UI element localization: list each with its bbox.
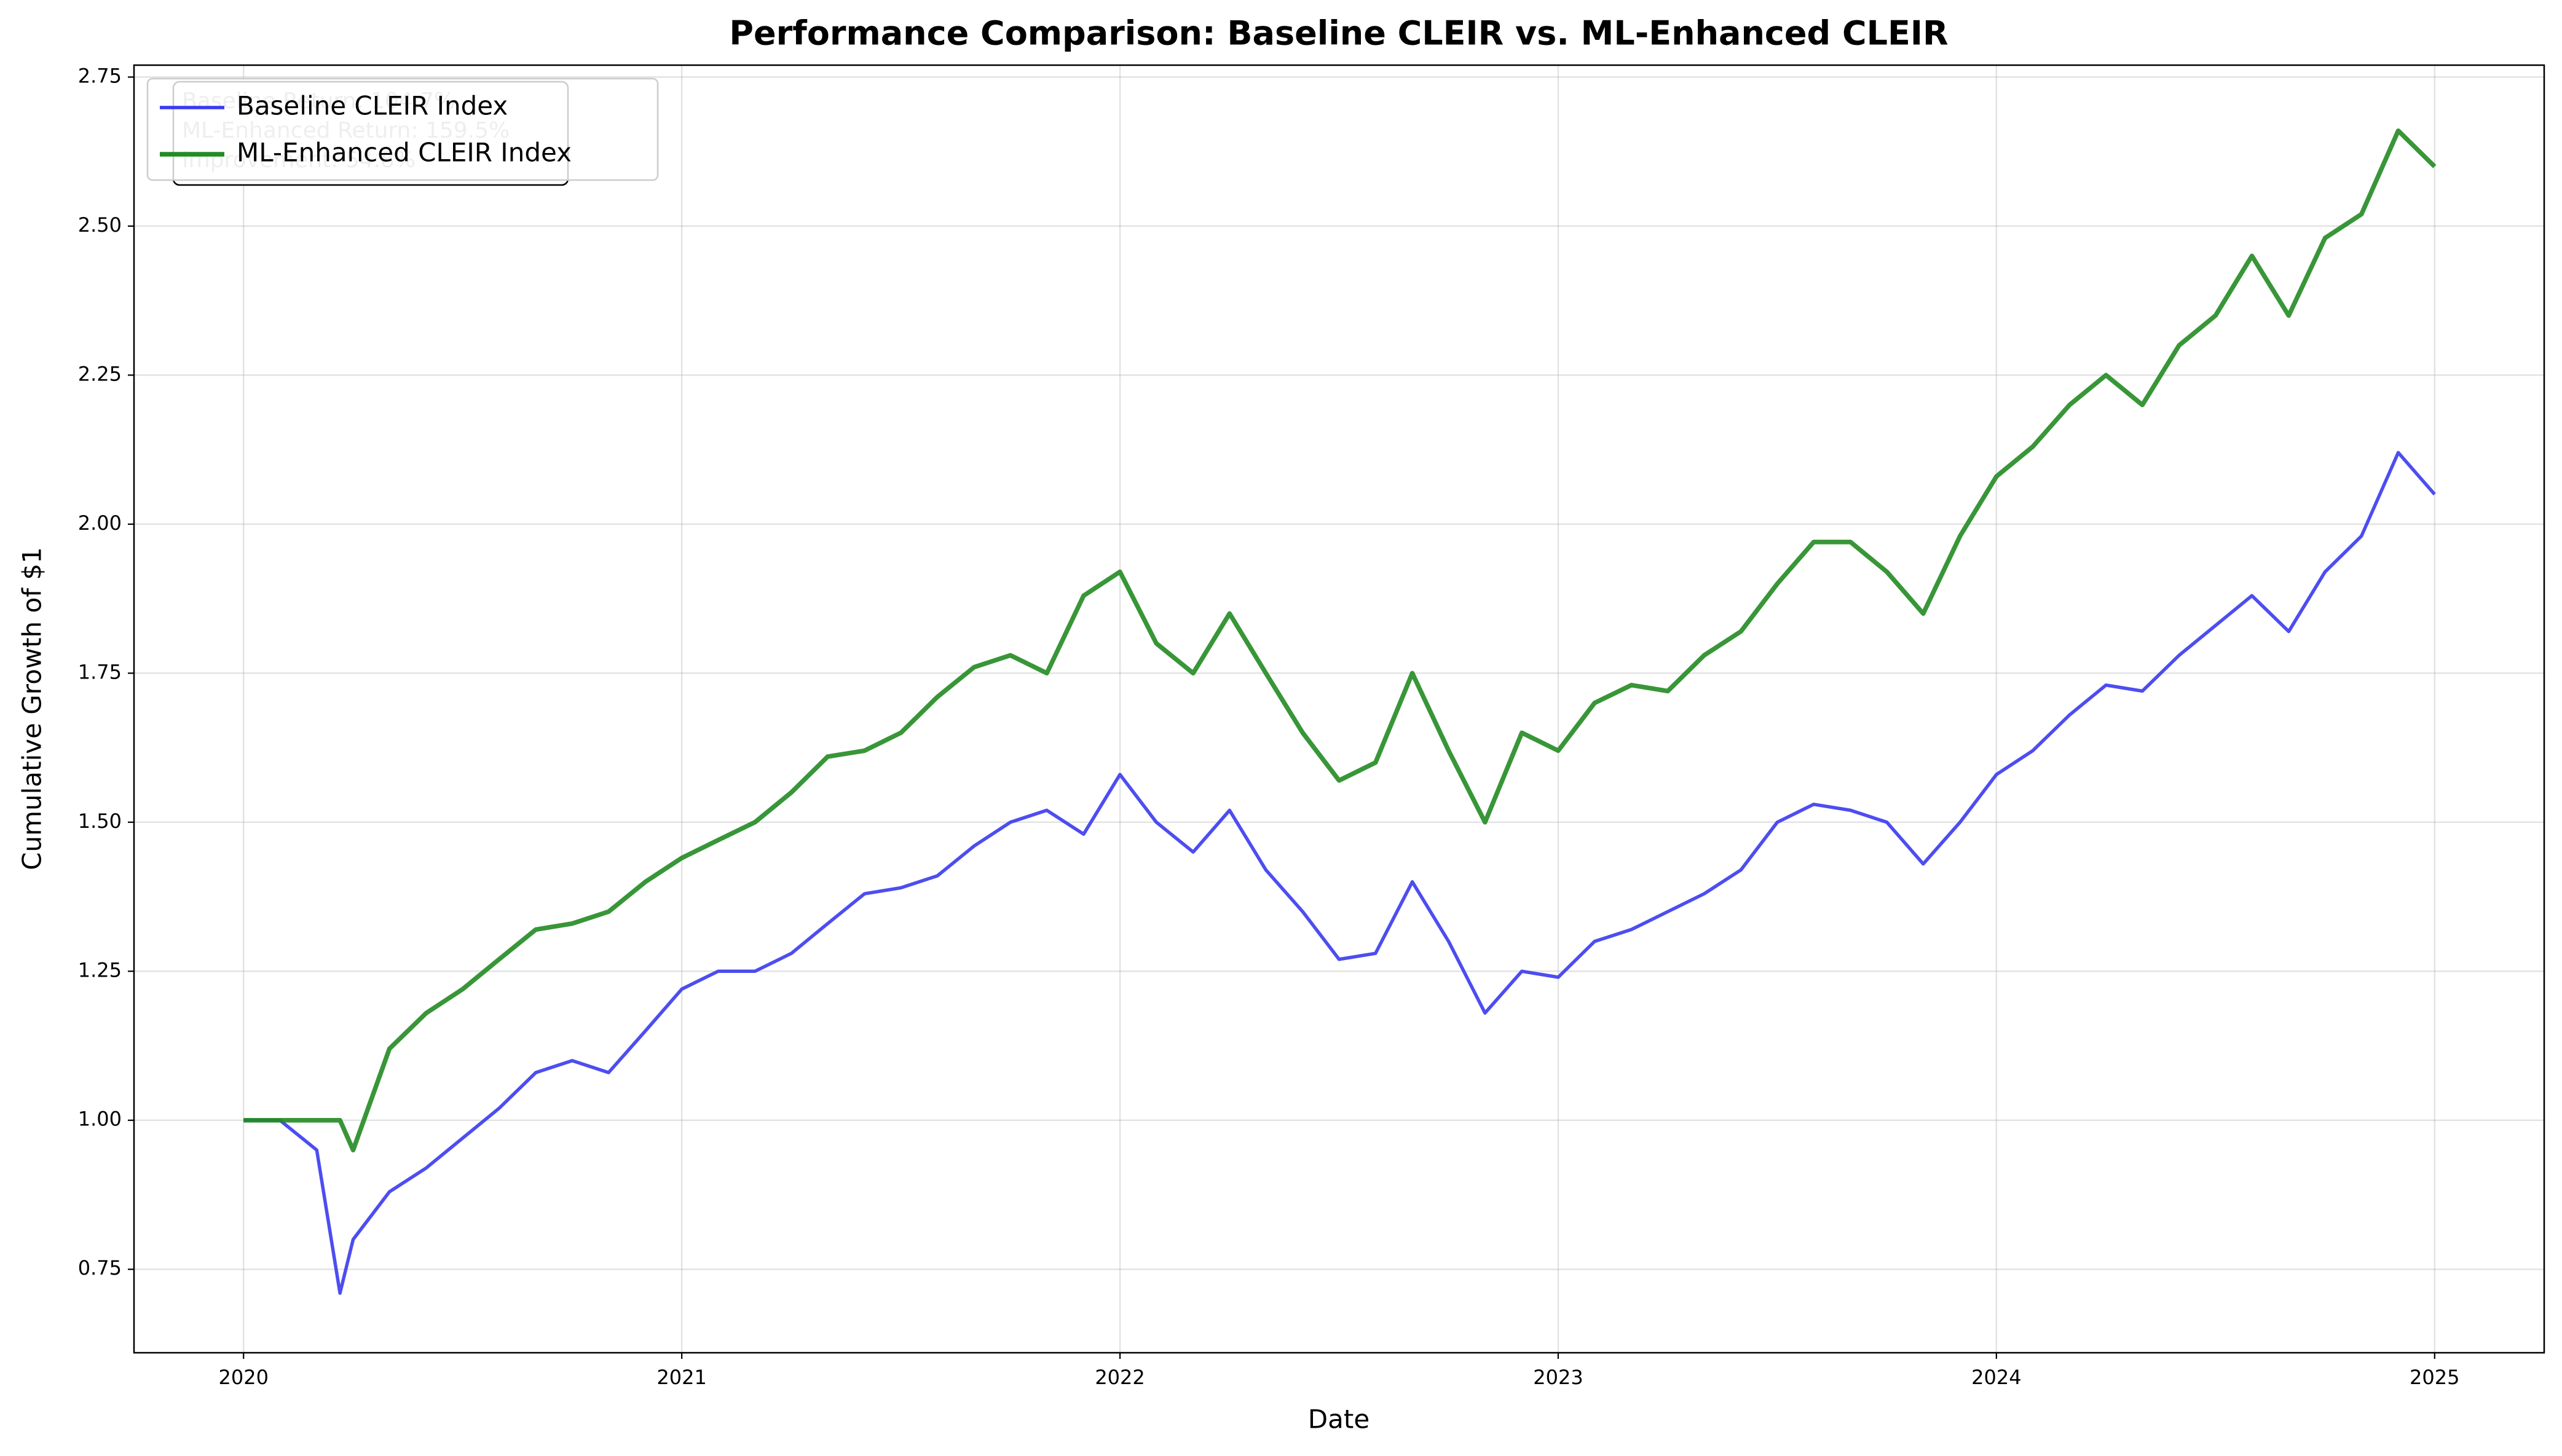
y-axis-label: Cumulative Growth of $1	[17, 547, 47, 870]
y-tick-label: 2.75	[78, 64, 122, 87]
legend-label: Baseline CLEIR Index	[237, 91, 508, 121]
x-tick-label: 2021	[656, 1366, 706, 1389]
x-tick-label: 2023	[1533, 1366, 1583, 1389]
plot-frame	[133, 64, 2545, 1354]
x-axis-label: Date	[1308, 1404, 1370, 1434]
x-tick-label: 2020	[219, 1366, 269, 1389]
x-tick-label: 2025	[2410, 1366, 2459, 1389]
legend-box	[146, 77, 659, 181]
chart-title: Performance Comparison: Baseline CLEIR v…	[729, 14, 1948, 53]
y-tick-label: 0.75	[78, 1256, 122, 1280]
x-tick-label: 2024	[1971, 1366, 2021, 1389]
series-line	[243, 451, 2436, 1295]
x-tick-label: 2022	[1095, 1366, 1145, 1389]
legend-label: ML-Enhanced CLEIR Index	[237, 138, 572, 168]
y-tick-label: 2.50	[78, 213, 122, 237]
series-line	[243, 128, 2437, 1152]
y-tick-label: 1.50	[78, 809, 122, 833]
y-tick-label: 1.75	[78, 660, 122, 683]
y-tick-label: 1.00	[78, 1108, 122, 1131]
y-tick-label: 2.00	[78, 511, 122, 535]
y-tick-label: 2.25	[78, 362, 122, 385]
y-tick-label: 1.25	[78, 958, 122, 982]
